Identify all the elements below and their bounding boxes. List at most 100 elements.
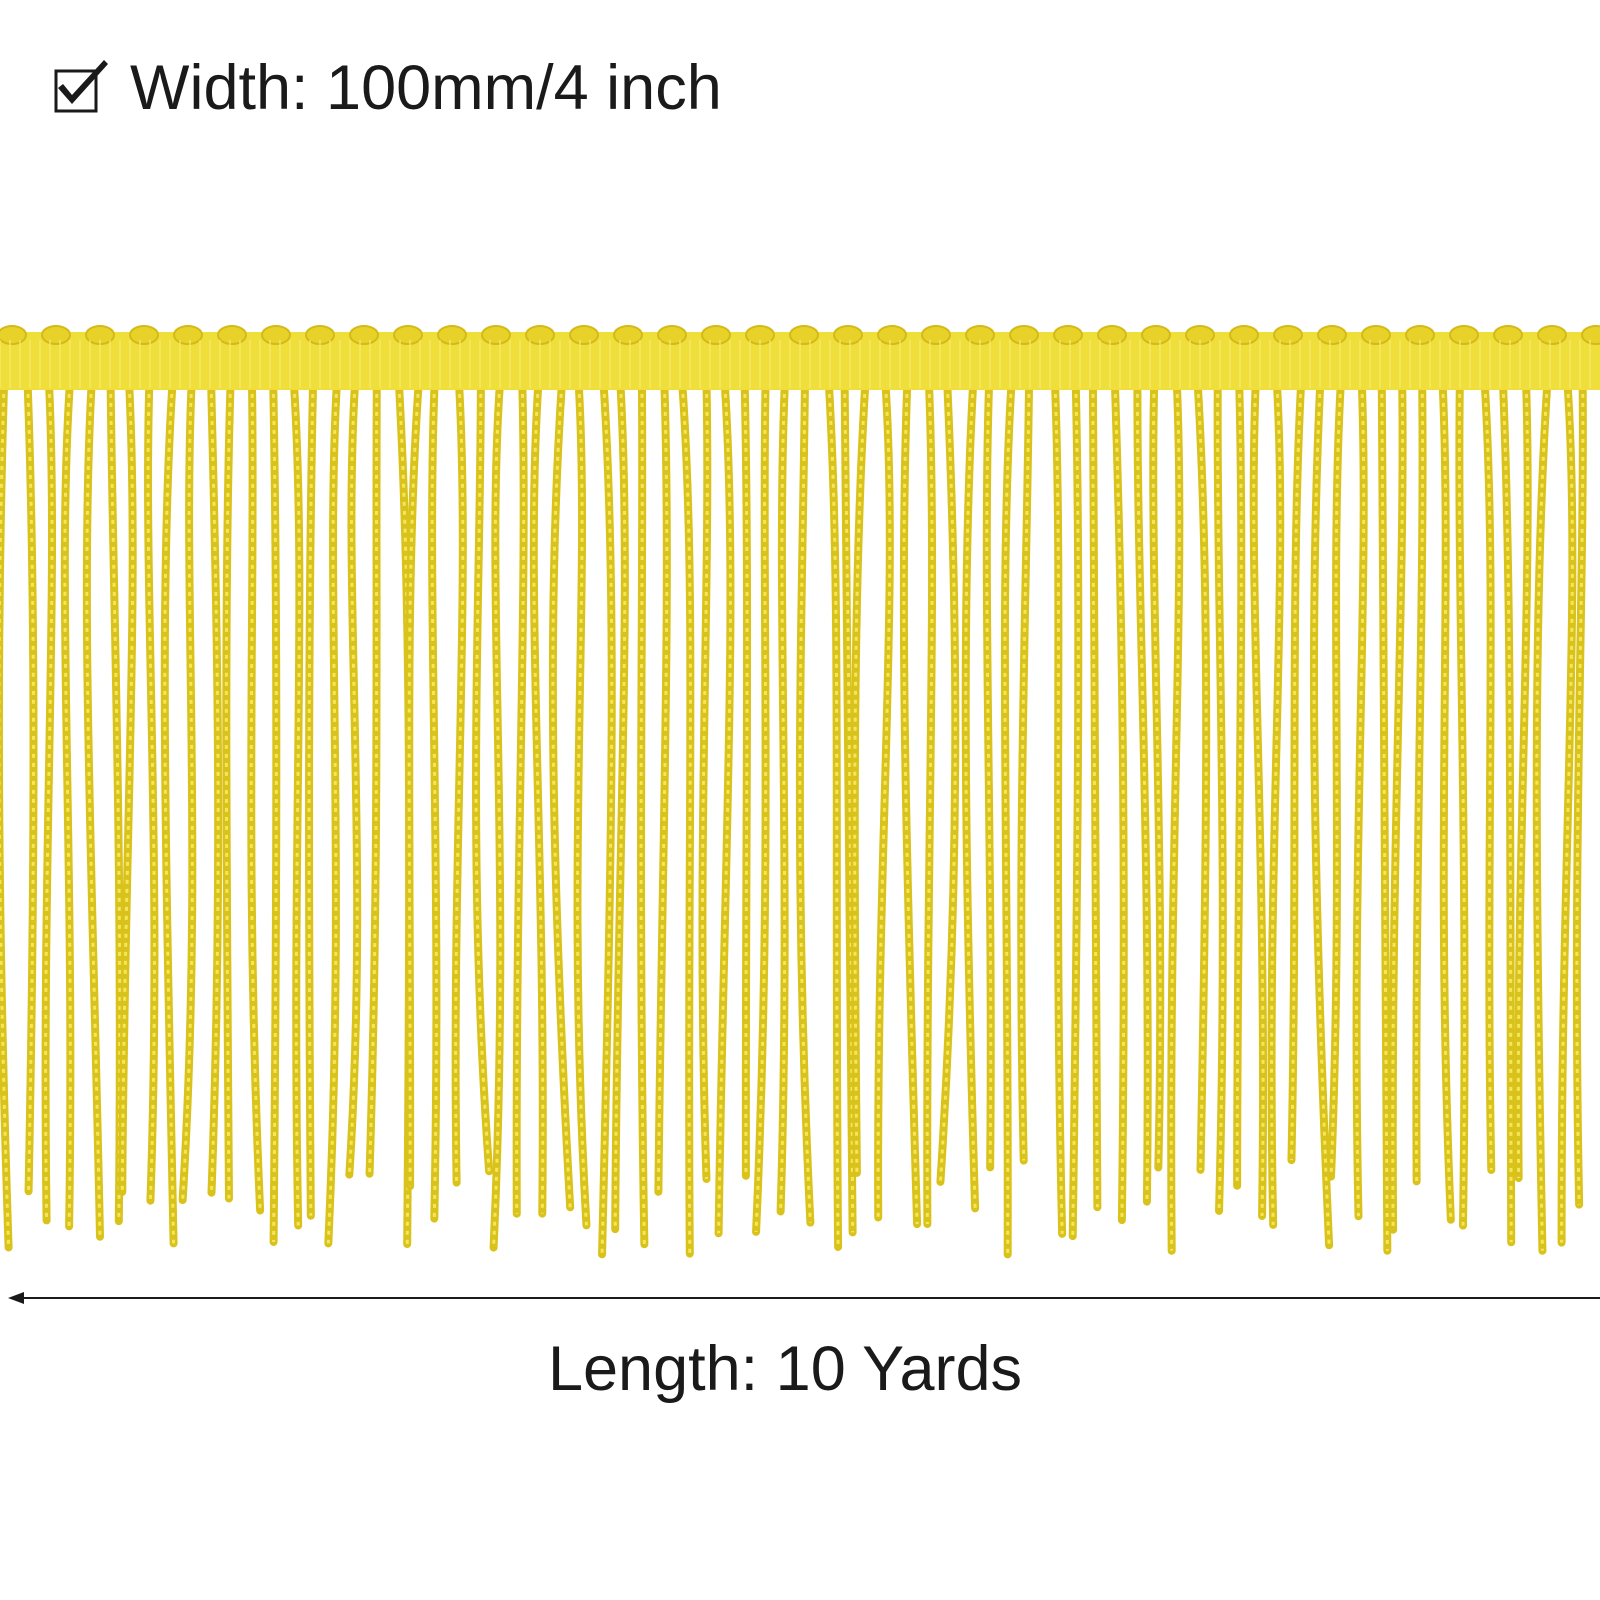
header-loop [1537, 325, 1567, 345]
header-loop [1053, 325, 1083, 345]
strand-highlight [1270, 384, 1282, 1225]
strand [1110, 381, 1128, 1225]
strand-highlight [639, 384, 646, 1245]
header-loop [1009, 325, 1039, 345]
strand [1572, 381, 1587, 1209]
check-icon [54, 60, 108, 113]
header-loop [349, 325, 379, 345]
header-loop [0, 325, 27, 345]
checkbox [54, 69, 98, 113]
strand-highlight [938, 384, 957, 1182]
strand-highlight [1483, 384, 1493, 1170]
strand-highlight [1216, 384, 1225, 1211]
strand-highlight [163, 384, 176, 1244]
strand-highlight [902, 384, 919, 1225]
strand [428, 381, 441, 1223]
strand-highlight [1151, 384, 1162, 1168]
strand-highlight [1169, 384, 1181, 1251]
strand-highlight [1535, 384, 1549, 1251]
strand-highlight [680, 384, 692, 1254]
header-loop [481, 325, 511, 345]
strand-highlight [853, 384, 867, 1173]
header-loop [129, 325, 159, 345]
strand-highlight [1560, 384, 1574, 1243]
strand [874, 381, 894, 1222]
strand [23, 381, 38, 1196]
strand-highlight [474, 384, 491, 1172]
strand [529, 381, 547, 1218]
header-loop [1097, 325, 1127, 345]
strand-highlight [1053, 384, 1064, 1234]
strand-highlight [1414, 384, 1425, 1182]
strand-highlight [63, 384, 72, 1227]
strand-highlight [964, 384, 977, 1209]
strand-highlight [224, 384, 232, 1199]
strand [0, 381, 13, 1252]
strand-highlight [743, 384, 749, 1176]
strand [207, 381, 223, 1197]
strand [41, 381, 57, 1225]
strand-highlight [1003, 384, 1013, 1255]
strand-highlight [576, 384, 588, 1226]
checkmark [58, 60, 108, 104]
header-loop [789, 325, 819, 345]
strand-highlight [1071, 384, 1080, 1237]
header-loop [1449, 325, 1479, 345]
strand-highlight [1196, 384, 1208, 1170]
strand-highlight [1380, 384, 1389, 1251]
header-loop [217, 325, 247, 345]
strand [1088, 381, 1102, 1212]
header-loop [1493, 325, 1523, 345]
strand-highlight [249, 384, 262, 1211]
header-loop [1141, 325, 1171, 345]
header-loop [833, 325, 863, 345]
strand [144, 381, 159, 1205]
strand-highlight [1329, 384, 1343, 1177]
strand-highlight [700, 384, 709, 1180]
strand [305, 381, 318, 1220]
header-loop [261, 325, 291, 345]
fringe-trim [0, 325, 1600, 1259]
strand-highlight [1019, 384, 1031, 1161]
strand [1133, 381, 1152, 1206]
strand-highlight [326, 384, 339, 1244]
header-loop [437, 325, 467, 345]
header-loop [1361, 325, 1391, 345]
strand-highlight [454, 384, 465, 1183]
strand-highlight [1501, 384, 1513, 1243]
length-label: Length: 10 Yards [548, 1334, 1022, 1404]
header-loop [921, 325, 951, 345]
strand [1249, 381, 1268, 1220]
strand-highlight [551, 384, 572, 1208]
strand-highlight [779, 384, 787, 1212]
strand-highlight [613, 384, 627, 1230]
header-loop [1581, 325, 1600, 345]
strand-highlight [85, 384, 102, 1237]
header-loop [569, 325, 599, 345]
strand-highlight [492, 384, 502, 1248]
strand-highlight [985, 384, 993, 1168]
length-arrow-head [8, 1292, 24, 1304]
strand-highlight [1457, 384, 1467, 1226]
strand [512, 381, 528, 1218]
strand [1352, 381, 1368, 1221]
strand-highlight [1289, 384, 1303, 1161]
strand [405, 381, 423, 1191]
header-loop [701, 325, 731, 345]
header-loop [657, 325, 687, 345]
strand-highlight [600, 384, 614, 1255]
strand [1233, 381, 1246, 1190]
header-loop [1229, 325, 1259, 345]
header-loop [393, 325, 423, 345]
strand-highlight [843, 384, 855, 1233]
strand-highlight [827, 384, 840, 1247]
strand-highlight [368, 384, 379, 1174]
strand-highlight [1516, 384, 1530, 1179]
header-loop [613, 325, 643, 345]
header-loop [173, 325, 203, 345]
header-loop [877, 325, 907, 345]
strand-highlight [292, 384, 301, 1226]
strand-highlight [271, 384, 278, 1243]
